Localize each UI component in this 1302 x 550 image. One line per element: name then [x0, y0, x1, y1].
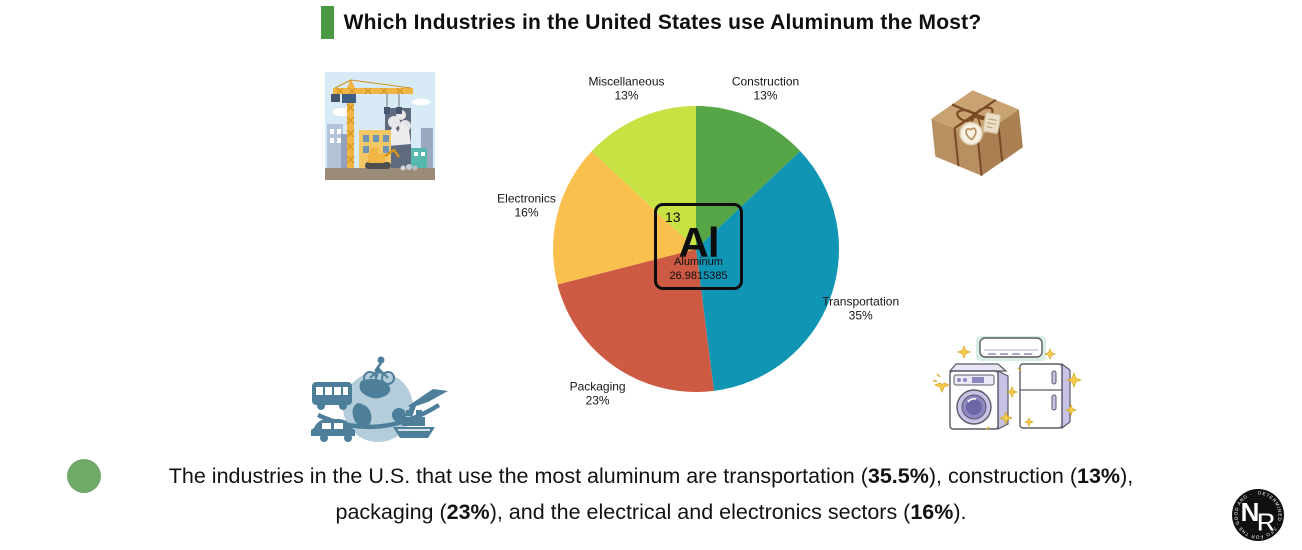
- cyclist-icon: [363, 356, 395, 385]
- pie-slice-transportation: [696, 151, 839, 391]
- summary-percentage: 13%: [1077, 464, 1121, 488]
- summary-line-2: packaging (23%), and the electrical and …: [0, 494, 1302, 530]
- summary-bullet-dot: [67, 459, 101, 493]
- logo-letter-n: N: [1241, 497, 1260, 527]
- summary-percentage: 23%: [446, 500, 490, 524]
- airplane-icon: [407, 389, 448, 417]
- aluminum-element-tile: 13 Al Aluminum 26.9815385: [654, 203, 743, 290]
- pie-label-construction: Construction 13%: [732, 74, 799, 102]
- air-conditioner-icon: [979, 337, 1043, 358]
- summary-percentage: 16%: [910, 500, 954, 524]
- home-appliances-illustration: [933, 336, 1083, 431]
- nr-brand-logo: DETERMINED · SEO FOR THE GOOD AND · N R: [1232, 489, 1284, 541]
- washing-machine-icon: [948, 363, 1009, 430]
- pie-label-packaging: Packaging 23%: [570, 380, 626, 408]
- page-title: Which Industries in the United States us…: [343, 10, 982, 34]
- title-accent-bar: [320, 6, 334, 39]
- summary-fragment: ), construction (: [928, 464, 1078, 488]
- car-icon: [311, 419, 355, 442]
- summary-percentage: 35.5%: [867, 464, 929, 488]
- summary-fragment: ), and the electrical and electronics se…: [489, 500, 911, 524]
- ship-icon: [393, 410, 435, 438]
- element-symbol: Al: [678, 219, 720, 266]
- bus-icon: [312, 382, 352, 410]
- pie-slice-packaging: [557, 249, 714, 392]
- summary-text: The industries in the U.S. that use the …: [0, 458, 1302, 530]
- summary-fragment: The industries in the U.S. that use the …: [168, 464, 868, 488]
- summary-fragment: ),: [1120, 464, 1134, 488]
- pie-slice-miscellaneous: [591, 106, 696, 249]
- refrigerator-icon: [1019, 362, 1071, 430]
- summary-line-1: The industries in the U.S. that use the …: [0, 458, 1302, 494]
- pie-slice-electronics: [552, 151, 696, 285]
- pie-label-miscellaneous: Miscellaneous 13%: [588, 74, 664, 102]
- summary-fragment: ).: [953, 500, 967, 524]
- atomic-mass: 26.9815385: [669, 270, 728, 282]
- pie-label-electronics: Electronics 16%: [497, 192, 556, 220]
- atomic-number: 13: [665, 209, 681, 225]
- sparkle-stars: [933, 344, 1083, 431]
- pie-label-transportation: Transportation 35%: [822, 294, 899, 322]
- element-name: Aluminum: [674, 256, 723, 268]
- summary-fragment: packaging (: [335, 500, 447, 524]
- wrapped-package-illustration: [931, 90, 1023, 176]
- transportation-globe-illustration: [311, 356, 448, 442]
- construction-site-illustration: [325, 72, 435, 180]
- header: Which Industries in the United States us…: [0, 6, 1302, 39]
- pie-slice-construction: [696, 106, 801, 249]
- logo-letter-r: R: [1257, 507, 1276, 537]
